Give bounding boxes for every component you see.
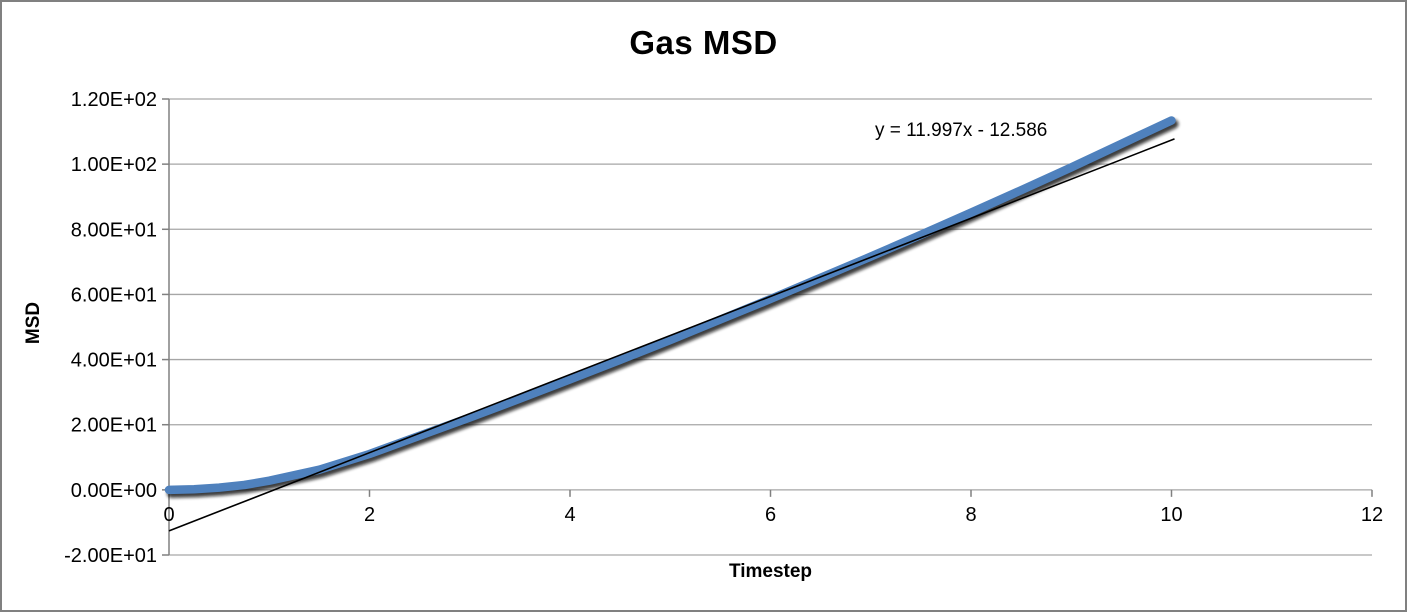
x-axis-title: Timestep [728, 561, 813, 582]
y-tick-label: 8.00E+01 [71, 219, 157, 241]
gridlines [169, 98, 1372, 556]
y-tick-label: 6.00E+01 [71, 284, 157, 306]
trendline [168, 138, 1175, 532]
y-tick-label: -2.00E+01 [64, 545, 157, 567]
series-shadow [167, 119, 1179, 498]
y-tick-label: 1.20E+02 [71, 89, 157, 111]
x-tick-label: 8 [965, 504, 976, 526]
y-tick-label: 0.00E+00 [71, 480, 157, 502]
y-tick-label: 2.00E+01 [71, 415, 157, 437]
x-tick-label: 12 [1361, 504, 1383, 526]
tick-labels: -2.00E+01 0.00E+00 2.00E+01 4.00E+01 6.00E+0… [64, 89, 1383, 567]
axes [162, 98, 1373, 556]
chart-title: Gas MSD [629, 24, 778, 61]
y-tick-label: 1.00E+02 [71, 154, 157, 176]
series-line [164, 116, 1176, 495]
x-tick-label: 4 [564, 504, 575, 526]
x-tick-label: 0 [163, 504, 174, 526]
trendline-line [168, 138, 1175, 532]
x-tick-label: 6 [765, 504, 776, 526]
x-tick-label: 2 [364, 504, 375, 526]
y-tick-label: 4.00E+01 [71, 350, 157, 372]
data-series [164, 116, 1179, 498]
x-tick-label: 10 [1160, 504, 1182, 526]
trendline-equation-label: y = 11.997x - 12.586 [875, 120, 1048, 141]
